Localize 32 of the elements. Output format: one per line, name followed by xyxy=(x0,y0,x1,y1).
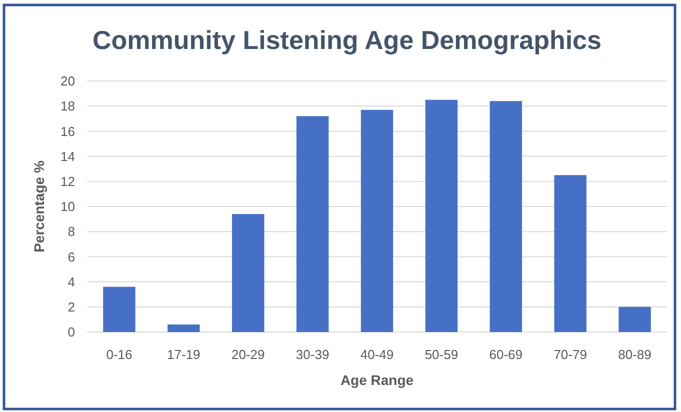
y-tick-label: 16 xyxy=(60,124,75,139)
y-tick-label: 10 xyxy=(60,199,75,214)
bar xyxy=(103,286,136,332)
y-tick-label: 14 xyxy=(60,148,75,164)
bar xyxy=(360,110,394,332)
x-tick-label: 40-49 xyxy=(360,347,394,362)
x-tick-label: 0-16 xyxy=(106,347,132,362)
chart-title: Community Listening Age Demographics xyxy=(92,25,602,55)
x-axis-title: Age Range xyxy=(340,372,414,388)
x-tick-label: 50-59 xyxy=(424,347,458,362)
y-tick-label: 8 xyxy=(68,224,75,240)
bar xyxy=(490,101,522,332)
x-tick-label: 80-89 xyxy=(618,347,652,362)
y-tick-label: 0 xyxy=(68,324,75,340)
bar xyxy=(232,214,264,332)
bar xyxy=(618,306,651,332)
y-tick-label: 4 xyxy=(68,274,75,290)
y-axis-title: Percentage % xyxy=(31,160,47,252)
x-tick-label: 70-79 xyxy=(554,347,587,362)
x-tick-label: 17-19 xyxy=(167,347,200,362)
y-tick-label: 6 xyxy=(68,249,75,264)
x-tick-label: 30-39 xyxy=(296,347,330,362)
y-tick-label: 2 xyxy=(68,299,75,314)
bar xyxy=(425,100,458,332)
y-tick-label: 12 xyxy=(60,174,75,189)
y-tick-label: 20 xyxy=(60,74,75,89)
x-tick-label: 20-29 xyxy=(231,347,265,362)
bar xyxy=(168,324,200,332)
x-tick-label: 60-69 xyxy=(489,347,523,362)
bar xyxy=(296,116,329,332)
bar xyxy=(554,175,586,332)
y-tick-label: 18 xyxy=(60,98,75,114)
